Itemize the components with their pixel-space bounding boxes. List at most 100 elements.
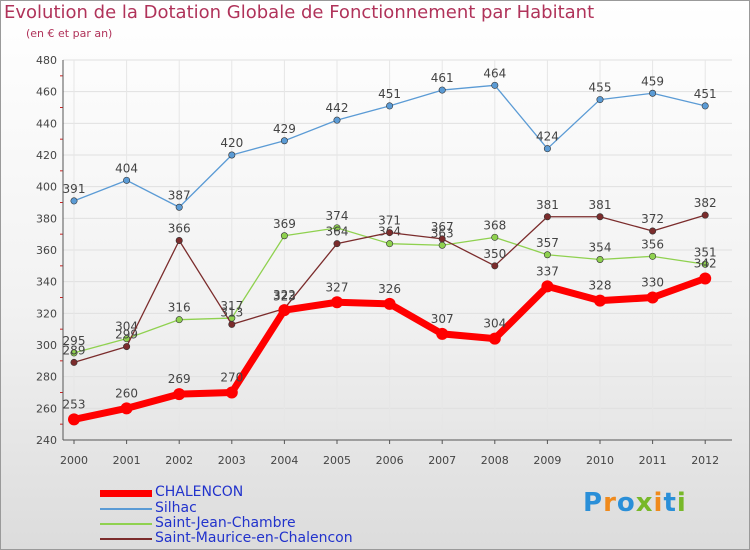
data-point-saint-maurice-en-chalencon — [333, 240, 341, 248]
legend-swatch-saint-maurice-en-chalencon — [100, 538, 152, 540]
proxiti-logo: Proxiti — [583, 488, 687, 518]
data-point-silhac — [280, 137, 288, 145]
data-point-saint-maurice-en-chalencon — [649, 227, 657, 235]
legend-label-saint-jean-chambre: Saint-Jean-Chambre — [155, 515, 296, 531]
logo-letter: t — [663, 488, 677, 518]
x-tick-label: 2012 — [691, 454, 719, 467]
data-label-saint-jean-chambre: 354 — [589, 241, 612, 255]
y-tick-label: 240 — [36, 434, 57, 447]
logo-letter: i — [676, 488, 687, 518]
data-label-chalencon: 270 — [220, 371, 243, 385]
data-point-saint-maurice-en-chalencon — [596, 213, 604, 221]
data-point-saint-maurice-en-chalencon — [228, 320, 236, 328]
data-label-silhac: 461 — [431, 71, 454, 85]
legend-swatch-chalencon — [100, 490, 152, 497]
data-point-saint-maurice-en-chalencon — [386, 229, 394, 237]
data-point-silhac — [175, 203, 183, 211]
data-point-chalencon — [646, 291, 659, 304]
data-label-saint-maurice-en-chalencon: 289 — [63, 343, 86, 357]
data-label-chalencon: 328 — [589, 279, 612, 293]
data-point-saint-jean-chambre — [596, 255, 604, 263]
data-point-silhac — [70, 197, 78, 205]
data-label-saint-maurice-en-chalencon: 381 — [589, 198, 612, 212]
data-point-silhac — [491, 81, 499, 89]
data-label-saint-jean-chambre: 304 — [115, 320, 138, 334]
data-point-chalencon — [594, 294, 606, 307]
data-label-saint-maurice-en-chalencon: 313 — [220, 305, 243, 319]
y-tick-label: 460 — [36, 86, 57, 99]
data-point-saint-jean-chambre — [175, 316, 183, 324]
data-label-saint-jean-chambre: 317 — [220, 299, 243, 313]
legend-label-chalencon: CHALENCON — [155, 484, 244, 500]
data-point-chalencon — [120, 402, 133, 415]
y-tick-label: 300 — [36, 339, 57, 352]
data-point-saint-maurice-en-chalencon — [123, 343, 131, 351]
data-label-saint-jean-chambre: 369 — [273, 217, 296, 231]
data-label-silhac: 429 — [273, 122, 296, 136]
data-point-saint-jean-chambre — [333, 224, 341, 232]
x-tick-label: 2006 — [376, 454, 404, 467]
data-point-silhac — [543, 145, 551, 153]
data-label-silhac: 464 — [483, 66, 506, 80]
data-point-silhac — [701, 102, 709, 110]
x-tick-label: 2003 — [218, 454, 246, 467]
logo-letter: P — [583, 488, 604, 518]
x-tick-label: 2005 — [323, 454, 351, 467]
x-tick-label: 2001 — [113, 454, 141, 467]
data-point-saint-maurice-en-chalencon — [701, 211, 709, 219]
data-label-saint-maurice-en-chalencon: 381 — [536, 198, 559, 212]
y-tick-label: 360 — [36, 244, 57, 257]
x-tick-label: 2009 — [533, 454, 561, 467]
data-label-saint-jean-chambre: 295 — [63, 334, 86, 348]
data-point-saint-maurice-en-chalencon — [175, 237, 183, 245]
logo-letter: x — [635, 488, 654, 518]
data-point-saint-maurice-en-chalencon — [438, 235, 446, 243]
data-label-chalencon: 337 — [536, 264, 559, 278]
chart-title: Evolution de la Dotation Globale de Fonc… — [4, 2, 595, 23]
data-point-silhac — [438, 86, 446, 94]
data-label-chalencon: 342 — [694, 257, 717, 271]
data-label-saint-jean-chambre: 368 — [483, 218, 506, 232]
data-label-silhac: 424 — [536, 130, 559, 144]
data-point-saint-jean-chambre — [649, 252, 657, 260]
legend-label-saint-maurice-en-chalencon: Saint-Maurice-en-Chalencon — [155, 530, 353, 546]
data-label-saint-maurice-en-chalencon: 364 — [326, 225, 349, 239]
data-label-saint-maurice-en-chalencon: 367 — [431, 220, 454, 234]
y-tick-label: 260 — [36, 402, 57, 415]
data-label-saint-jean-chambre: 316 — [168, 301, 191, 315]
x-tick-label: 2010 — [586, 454, 614, 467]
data-point-saint-jean-chambre — [280, 232, 288, 240]
data-label-saint-jean-chambre: 356 — [641, 237, 664, 251]
x-tick-label: 2000 — [60, 454, 88, 467]
data-label-saint-jean-chambre: 357 — [536, 236, 559, 250]
data-label-saint-maurice-en-chalencon: 382 — [694, 196, 717, 210]
data-label-silhac: 442 — [326, 101, 349, 115]
x-tick-label: 2002 — [165, 454, 193, 467]
y-tick-label: 440 — [36, 117, 57, 130]
data-point-saint-jean-chambre — [491, 233, 499, 241]
data-label-chalencon: 304 — [483, 317, 506, 331]
data-point-saint-maurice-en-chalencon — [543, 213, 551, 221]
data-point-chalencon — [436, 327, 449, 340]
data-point-chalencon — [383, 297, 396, 310]
data-point-chalencon — [699, 272, 712, 285]
y-tick-label: 340 — [36, 276, 57, 289]
data-point-saint-jean-chambre — [543, 251, 551, 259]
data-point-silhac — [123, 176, 131, 184]
data-label-saint-maurice-en-chalencon: 366 — [168, 222, 191, 236]
data-label-silhac: 387 — [168, 188, 191, 202]
logo-letter: o — [616, 488, 636, 518]
data-point-saint-maurice-en-chalencon — [491, 262, 499, 270]
data-label-saint-maurice-en-chalencon: 350 — [483, 247, 506, 261]
data-label-silhac: 459 — [641, 74, 664, 88]
legend-label-silhac: Silhac — [155, 500, 197, 516]
data-label-chalencon: 307 — [431, 312, 454, 326]
data-label-silhac: 404 — [115, 161, 138, 175]
data-point-saint-jean-chambre — [701, 260, 709, 268]
x-tick-label: 2011 — [639, 454, 667, 467]
data-point-chalencon — [173, 388, 186, 401]
x-tick-label: 2007 — [428, 454, 456, 467]
data-label-silhac: 451 — [378, 87, 401, 101]
data-point-silhac — [333, 116, 341, 124]
data-point-chalencon — [278, 304, 291, 317]
